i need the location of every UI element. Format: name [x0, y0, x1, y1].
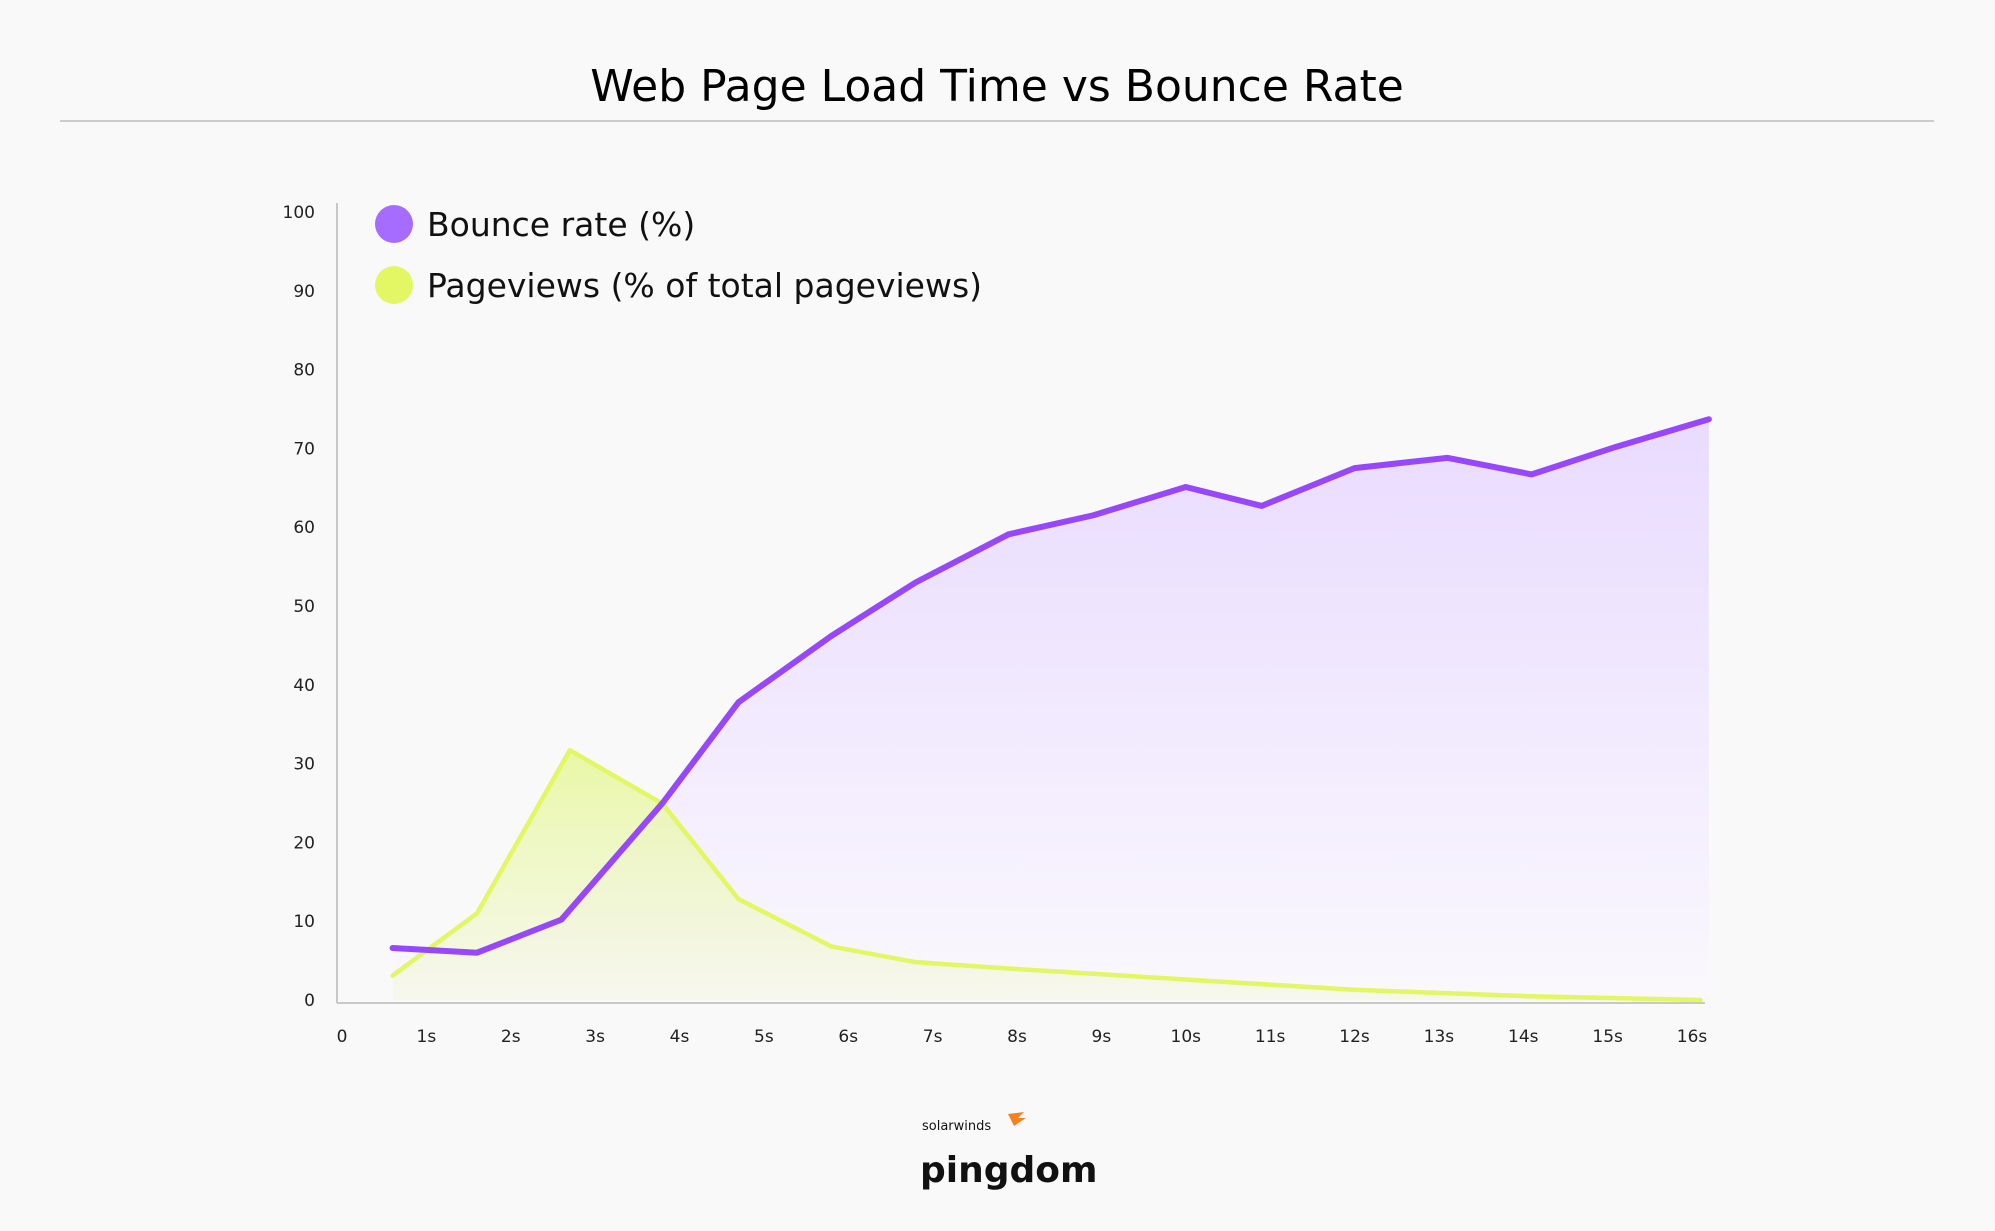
y-tick-label: 60 [293, 518, 315, 538]
chart-title: Web Page Load Time vs Bounce Rate [590, 61, 1404, 112]
x-tick-label: 7s [923, 1027, 943, 1047]
logo-pingdom-text: pingdom [920, 1150, 1098, 1191]
legend-swatch-pageviews [375, 266, 413, 304]
pingdom-logo: solarwinds pingdom [920, 1112, 1098, 1191]
x-tick-label: 0 [337, 1027, 348, 1047]
y-tick-label: 50 [293, 597, 315, 617]
x-tick-label: 5s [754, 1027, 774, 1047]
y-tick-label: 70 [293, 439, 315, 459]
pageviews-line [390, 747, 1703, 1003]
x-tick-label: 15s [1592, 1027, 1623, 1047]
x-tick-label: 12s [1339, 1027, 1370, 1047]
y-tick-label: 90 [293, 282, 315, 302]
x-tick-label: 6s [838, 1027, 858, 1047]
x-tick-label: 11s [1255, 1027, 1286, 1047]
y-tick-label: 40 [293, 676, 315, 696]
x-tick-label: 16s [1677, 1027, 1708, 1047]
x-tick-label: 1s [417, 1027, 437, 1047]
series-area-0 [392, 419, 1709, 1000]
logo-flame-icon [1008, 1112, 1026, 1126]
x-tick-label: 13s [1424, 1027, 1455, 1047]
legend-swatch-bounce-rate [375, 205, 413, 243]
x-tick-label: 8s [1007, 1027, 1027, 1047]
x-tick-label: 14s [1508, 1027, 1539, 1047]
x-tick-label: 2s [501, 1027, 521, 1047]
bounce-rate-line [389, 416, 1712, 956]
series-area-1 [392, 750, 1701, 1000]
legend-label-bounce-rate: Bounce rate (%) [427, 205, 695, 244]
x-tick-label: 10s [1171, 1027, 1202, 1047]
x-tick-label: 4s [670, 1027, 690, 1047]
logo-solarwinds-text: solarwinds [922, 1119, 991, 1134]
legend-label-pageviews: Pageviews (% of total pageviews) [427, 266, 982, 305]
y-tick-label: 30 [293, 755, 315, 775]
y-tick-label: 80 [293, 361, 315, 381]
x-tick-label: 3s [585, 1027, 605, 1047]
y-tick-label: 100 [283, 203, 315, 223]
x-tick-label: 9s [1092, 1027, 1112, 1047]
legend: Bounce rate (%) Pageviews (% of total pa… [375, 205, 982, 305]
y-tick-label: 10 [293, 912, 315, 932]
y-tick-label: 20 [293, 833, 315, 853]
y-tick-label: 0 [304, 991, 315, 1011]
